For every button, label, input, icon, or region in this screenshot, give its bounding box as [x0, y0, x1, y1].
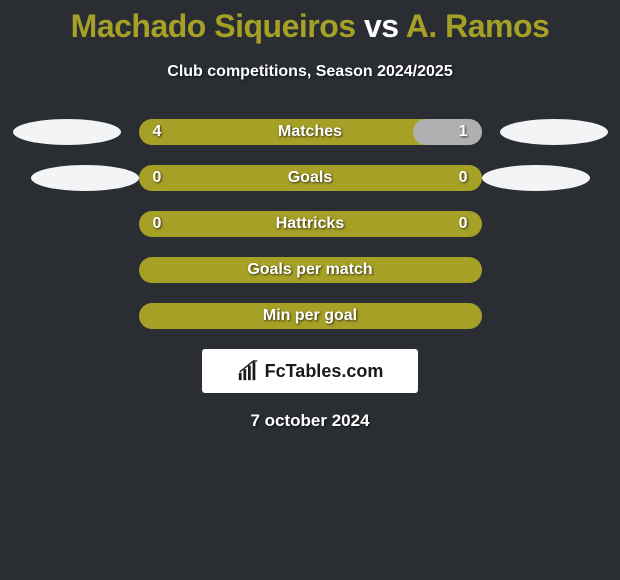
- left-ellipse-slot: [9, 119, 139, 145]
- player2-ellipse: [500, 119, 608, 145]
- subtitle: Club competitions, Season 2024/2025: [0, 63, 620, 81]
- stat-row: Goals per match: [0, 257, 620, 283]
- player1-name: Machado Siqueiros: [71, 8, 356, 44]
- stat-row: Matches4 1: [0, 119, 620, 145]
- stat-left-value: 0: [153, 211, 162, 237]
- stat-bar: Min per goal: [139, 303, 482, 329]
- stat-left-value: 0: [153, 165, 162, 191]
- stat-right-value: 0: [459, 165, 468, 191]
- stat-label: Min per goal: [139, 303, 482, 329]
- player2-ellipse: [482, 165, 590, 191]
- stat-label: Matches: [139, 119, 482, 145]
- stat-bar: Hattricks0 0: [139, 211, 482, 237]
- date-text: 7 october 2024: [0, 411, 620, 431]
- logo-text: FcTables.com: [265, 361, 384, 382]
- vs-text: vs: [364, 8, 399, 44]
- stat-bar: Goals per match: [139, 257, 482, 283]
- stat-label: Goals: [139, 165, 482, 191]
- stat-rows: Matches41Goals00Hattricks00Goals per mat…: [0, 119, 620, 329]
- stat-left-value: 4: [153, 119, 162, 145]
- stat-row: Hattricks0 0: [0, 211, 620, 237]
- stat-row: Min per goal: [0, 303, 620, 329]
- stat-bar: Matches4 1: [139, 119, 482, 145]
- stat-row: Goals0 0: [0, 165, 620, 191]
- stat-right-value: 0: [459, 211, 468, 237]
- barchart-icon: [237, 360, 259, 382]
- player2-name: A. Ramos: [406, 8, 550, 44]
- right-ellipse-slot: [482, 119, 612, 145]
- stat-right-value: 1: [459, 119, 468, 145]
- player1-ellipse: [13, 119, 121, 145]
- stat-label: Hattricks: [139, 211, 482, 237]
- stat-bar: Goals0 0: [139, 165, 482, 191]
- left-ellipse-slot: [9, 165, 139, 191]
- right-ellipse-slot: [482, 165, 612, 191]
- logo-box: FcTables.com: [202, 349, 418, 393]
- player1-ellipse: [31, 165, 139, 191]
- page-title: Machado Siqueiros vs A. Ramos: [0, 0, 620, 45]
- stat-label: Goals per match: [139, 257, 482, 283]
